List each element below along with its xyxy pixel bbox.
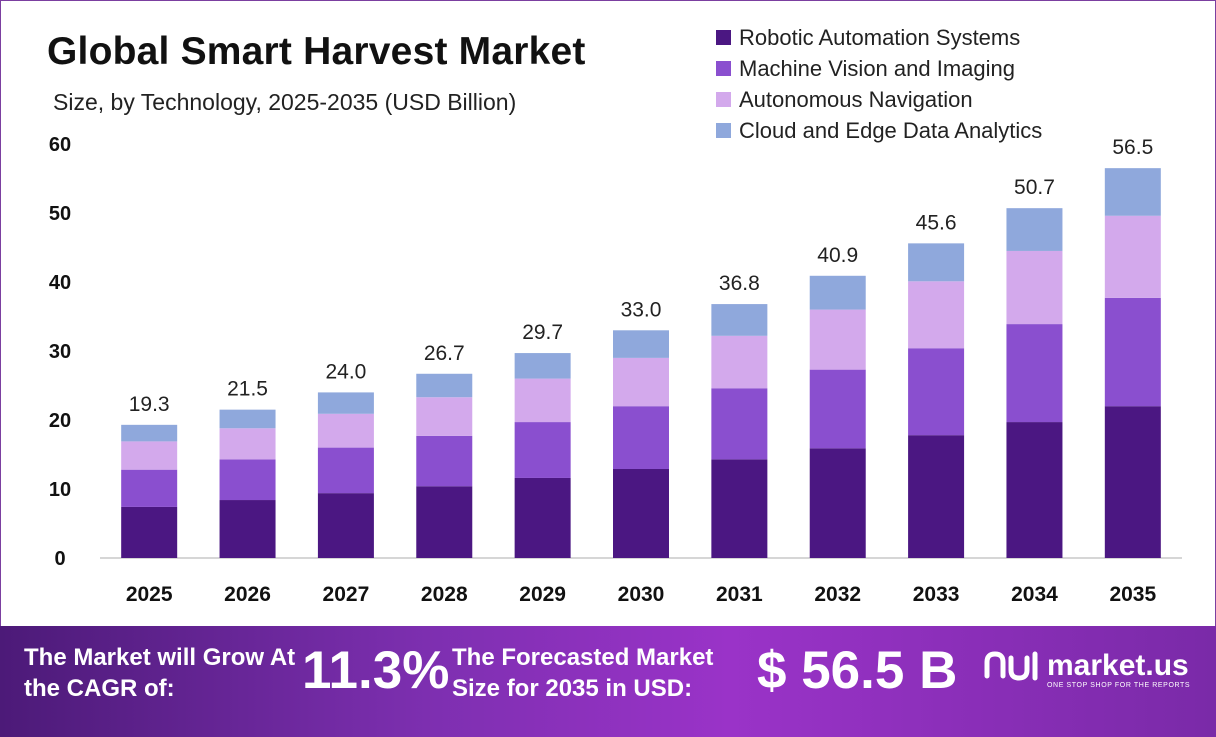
- bar-segment: [908, 348, 965, 436]
- bar-segment: [613, 406, 669, 469]
- forecast-value: $ 56.5 B: [757, 641, 958, 700]
- bar-total-label: 21.5: [227, 378, 268, 401]
- bar-segment: [1104, 168, 1161, 216]
- forecast-label: The Forecasted Market Size for 2035 in U…: [452, 644, 714, 702]
- bar-segment: [711, 304, 768, 336]
- bar-segment: [317, 413, 374, 448]
- chart-title: Global Smart Harvest Market: [47, 30, 586, 73]
- x-tick-label: 2025: [126, 583, 173, 606]
- legend-label-navigation: Autonomous Navigation: [739, 86, 973, 112]
- bar-segment: [1006, 250, 1063, 325]
- bar-total-label: 45.6: [916, 211, 957, 234]
- bar-segment: [711, 459, 768, 558]
- bar-segment: [908, 435, 965, 558]
- chart-legend: Robotic Automation Systems Machine Visio…: [716, 22, 1042, 146]
- legend-label-vision: Machine Vision and Imaging: [739, 55, 1015, 81]
- bar-total-label: 26.7: [424, 342, 465, 365]
- bar-segment: [121, 441, 178, 470]
- bar-chart: 010203040506019.3202521.5202624.0202726.…: [49, 134, 1182, 606]
- bar-segment: [416, 486, 473, 558]
- legend-swatch-cloud: [716, 123, 731, 138]
- bar-segment: [711, 335, 768, 389]
- y-tick-label: 60: [49, 134, 71, 156]
- bar-total-label: 29.7: [522, 321, 563, 344]
- legend-item-robotic: Robotic Automation Systems: [716, 22, 1042, 53]
- bar-segment: [1006, 208, 1063, 251]
- cagr-value: 11.3%: [302, 641, 450, 700]
- x-tick-label: 2031: [716, 583, 763, 606]
- brand-logo[interactable]: market.us: [983, 646, 1189, 686]
- bar-segment: [908, 243, 965, 282]
- y-tick-label: 20: [49, 410, 71, 432]
- legend-swatch-robotic: [716, 30, 731, 45]
- bar-segment: [514, 353, 571, 379]
- bar-segment: [613, 468, 669, 558]
- bar-segment: [1006, 422, 1063, 558]
- bar-segment: [613, 357, 669, 407]
- bar-segment: [219, 428, 276, 460]
- x-tick-label: 2027: [323, 583, 370, 606]
- bar-segment: [1104, 406, 1161, 558]
- bar-total-label: 36.8: [719, 272, 760, 295]
- bar-segment: [416, 435, 473, 487]
- cagr-label: The Market will Grow At the CAGR of:: [24, 644, 296, 702]
- y-tick-label: 40: [49, 272, 71, 294]
- bar-segment: [219, 459, 276, 501]
- footer-banner: The Market will Grow At the CAGR of: 11.…: [0, 626, 1216, 737]
- x-tick-label: 2035: [1109, 583, 1156, 606]
- bar-segment: [809, 275, 866, 310]
- y-tick-label: 10: [49, 479, 71, 501]
- legend-item-navigation: Autonomous Navigation: [716, 84, 1042, 115]
- bar-segment: [1104, 215, 1161, 298]
- legend-label-cloud: Cloud and Edge Data Analytics: [739, 117, 1043, 143]
- y-tick-label: 30: [49, 341, 71, 363]
- bar-segment: [514, 422, 571, 478]
- x-tick-label: 2034: [1011, 583, 1058, 606]
- x-tick-label: 2026: [224, 583, 271, 606]
- x-tick-label: 2030: [618, 583, 665, 606]
- bar-segment: [1006, 324, 1063, 423]
- bar-total-label: 24.0: [325, 360, 366, 383]
- legend-label-robotic: Robotic Automation Systems: [739, 24, 1021, 50]
- bar-segment: [809, 369, 866, 449]
- bar-segment: [416, 373, 473, 398]
- x-tick-label: 2032: [814, 583, 861, 606]
- bar-segment: [809, 309, 866, 370]
- bar-segment: [908, 281, 965, 349]
- bar-segment: [121, 469, 178, 507]
- bar-segment: [514, 477, 571, 558]
- x-tick-label: 2029: [519, 583, 566, 606]
- bar-segment: [317, 447, 374, 494]
- legend-swatch-navigation: [716, 92, 731, 107]
- bar-segment: [317, 392, 374, 414]
- bar-total-label: 40.9: [817, 244, 858, 267]
- bar-segment: [416, 397, 473, 436]
- bar-total-label: 33.0: [621, 298, 662, 321]
- legend-item-vision: Machine Vision and Imaging: [716, 53, 1042, 84]
- bar-segment: [121, 424, 178, 442]
- market-us-logo-icon: [984, 651, 1038, 681]
- brand-tagline: ONE STOP SHOP FOR THE REPORTS: [1047, 682, 1191, 689]
- bar-total-label: 50.7: [1014, 176, 1055, 199]
- bar-segment: [1104, 297, 1161, 407]
- bar-segment: [809, 448, 866, 558]
- bar-segment: [219, 500, 276, 558]
- bar-segment: [711, 388, 768, 460]
- bar-segment: [514, 378, 571, 423]
- y-tick-label: 0: [54, 548, 65, 570]
- brand-name: market.us: [1047, 649, 1189, 682]
- bar-segment: [613, 330, 669, 358]
- bar-total-label: 56.5: [1112, 136, 1153, 159]
- y-tick-label: 50: [49, 203, 71, 225]
- chart-subtitle: Size, by Technology, 2025-2035 (USD Bill…: [53, 89, 517, 115]
- bar-segment: [121, 506, 178, 558]
- bar-segment: [219, 409, 276, 429]
- x-tick-label: 2033: [913, 583, 960, 606]
- legend-swatch-vision: [716, 61, 731, 76]
- bar-segment: [317, 493, 374, 558]
- x-tick-label: 2028: [421, 583, 468, 606]
- bar-total-label: 19.3: [129, 393, 170, 416]
- legend-item-cloud: Cloud and Edge Data Analytics: [716, 115, 1042, 146]
